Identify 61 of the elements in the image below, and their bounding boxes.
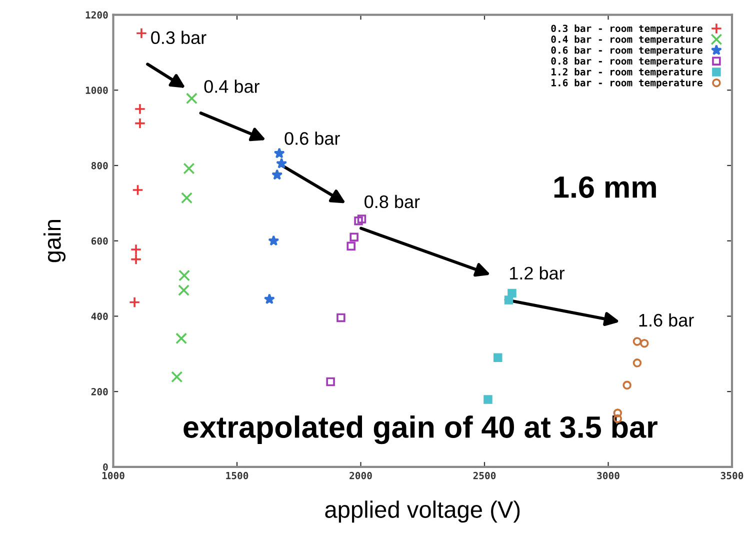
y-tick-label: 400 bbox=[91, 312, 108, 320]
point bbox=[136, 27, 148, 40]
point bbox=[274, 148, 285, 158]
point bbox=[132, 184, 144, 196]
y-tick-label: 200 bbox=[91, 388, 108, 396]
annotation: 0.4 bar bbox=[204, 80, 260, 93]
x-tick-label: 1000 bbox=[102, 472, 124, 480]
y-tick-label: 0 bbox=[103, 463, 108, 471]
point bbox=[171, 371, 183, 383]
legend-label: 0.8 bar - room temperature bbox=[551, 57, 702, 67]
annotation: extrapolated gain of 40 at 3.5 bar bbox=[184, 416, 658, 444]
point bbox=[632, 358, 642, 368]
x-tick-label: 2500 bbox=[473, 472, 496, 480]
point bbox=[357, 214, 366, 224]
point bbox=[272, 169, 283, 180]
annotation: 0.3 bar bbox=[151, 30, 206, 44]
point bbox=[176, 332, 188, 344]
y-tick-label: 800 bbox=[91, 162, 108, 170]
annotation: 0.6 bar bbox=[284, 132, 340, 145]
point bbox=[632, 337, 642, 346]
point bbox=[354, 216, 363, 226]
x-tick-label: 3000 bbox=[597, 472, 620, 480]
legend-label: 1.2 bar - room temperature bbox=[552, 68, 702, 78]
point bbox=[134, 118, 146, 130]
legend-label: 0.3 bar - room temperature bbox=[551, 24, 702, 34]
point bbox=[180, 192, 193, 204]
y-tick-label: 1000 bbox=[86, 86, 108, 94]
legend-label: 1.6 bar - room temperature bbox=[552, 78, 702, 88]
point bbox=[130, 254, 142, 266]
point bbox=[130, 244, 142, 256]
annotation: 0.8 bar bbox=[364, 194, 420, 208]
y-tick-label: 1200 bbox=[86, 11, 108, 19]
annotation: 1.2 bar bbox=[510, 266, 565, 280]
point bbox=[622, 380, 632, 390]
point bbox=[128, 296, 140, 308]
y-tick-label: 600 bbox=[91, 237, 108, 245]
point bbox=[326, 377, 335, 386]
point bbox=[493, 353, 502, 362]
point bbox=[264, 293, 275, 304]
point bbox=[484, 395, 492, 404]
annotation: 1.6 mm bbox=[554, 176, 656, 198]
point bbox=[640, 338, 649, 348]
point bbox=[186, 92, 198, 104]
point bbox=[183, 162, 195, 174]
point bbox=[268, 235, 280, 246]
point bbox=[134, 103, 146, 115]
x-tick-label: 2000 bbox=[350, 472, 372, 480]
point bbox=[350, 232, 358, 242]
point bbox=[504, 296, 514, 304]
x-tick-label: 1500 bbox=[226, 472, 248, 480]
annotation: 1.6 bar bbox=[639, 313, 694, 327]
x-axis-title: applied voltage (V) bbox=[325, 500, 520, 523]
x-tick-label: 3500 bbox=[720, 472, 744, 480]
point bbox=[346, 242, 356, 250]
y-axis-title: gain bbox=[44, 220, 66, 262]
legend-label: 0.6 bar - room temperature bbox=[551, 46, 702, 56]
point bbox=[276, 158, 288, 168]
point bbox=[336, 313, 346, 322]
point bbox=[178, 284, 190, 296]
legend-label: 0.4 bar - room temperature bbox=[551, 35, 702, 45]
point bbox=[178, 270, 190, 282]
